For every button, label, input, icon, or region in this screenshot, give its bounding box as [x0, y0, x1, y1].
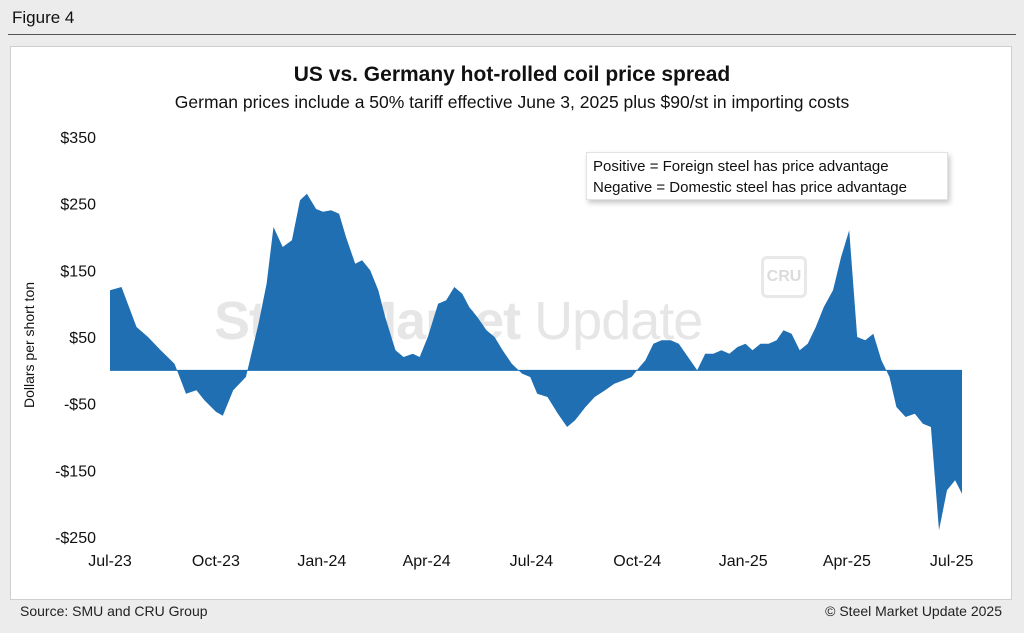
cru-watermark-badge: CRU: [761, 256, 807, 298]
legend-negative: Negative = Domestic steel has price adva…: [593, 179, 907, 196]
chart-subtitle: German prices include a 50% tariff effec…: [174, 92, 850, 112]
figure-divider: [8, 34, 1016, 35]
chart-title: US vs. Germany hot-rolled coil price spr…: [293, 63, 731, 86]
legend-box: Positive = Foreign steel has price advan…: [586, 152, 948, 200]
area-layer: [110, 193, 962, 531]
spread-area: [110, 193, 962, 531]
x-tick-label: Jan-24: [297, 553, 346, 570]
x-tick-label: Oct-24: [613, 553, 661, 570]
y-tick-label: $350: [60, 130, 96, 147]
y-tick-label: $50: [69, 330, 96, 347]
y-tick-label: $250: [60, 197, 96, 214]
y-tick-labels: $350 $250 $150 $50 -$50 -$150 -$250: [55, 130, 96, 547]
x-tick-label: Apr-25: [823, 553, 871, 570]
x-tick-labels: Jul-23 Oct-23 Jan-24 Apr-24 Jul-24 Oct-24 Jan-…: [88, 553, 973, 570]
legend-positive: Positive = Foreign steel has price advan…: [593, 158, 889, 175]
y-tick-label: -$250: [55, 530, 96, 547]
figure-label: Figure 4: [12, 8, 75, 27]
x-tick-label: Jul-23: [88, 553, 132, 570]
y-tick-label: $150: [60, 263, 96, 280]
x-tick-label: Jul-24: [510, 553, 554, 570]
x-tick-label: Oct-23: [192, 553, 240, 570]
x-tick-label: Apr-24: [403, 553, 451, 570]
copyright-note: © Steel Market Update 2025: [825, 603, 1002, 619]
x-tick-label: Jul-25: [930, 553, 974, 570]
source-note: Source: SMU and CRU Group: [20, 603, 208, 619]
y-axis-label: Dollars per short ton: [21, 282, 37, 408]
x-tick-label: Jan-25: [719, 553, 768, 570]
y-tick-label: -$50: [64, 397, 96, 414]
y-tick-label: -$150: [55, 463, 96, 480]
